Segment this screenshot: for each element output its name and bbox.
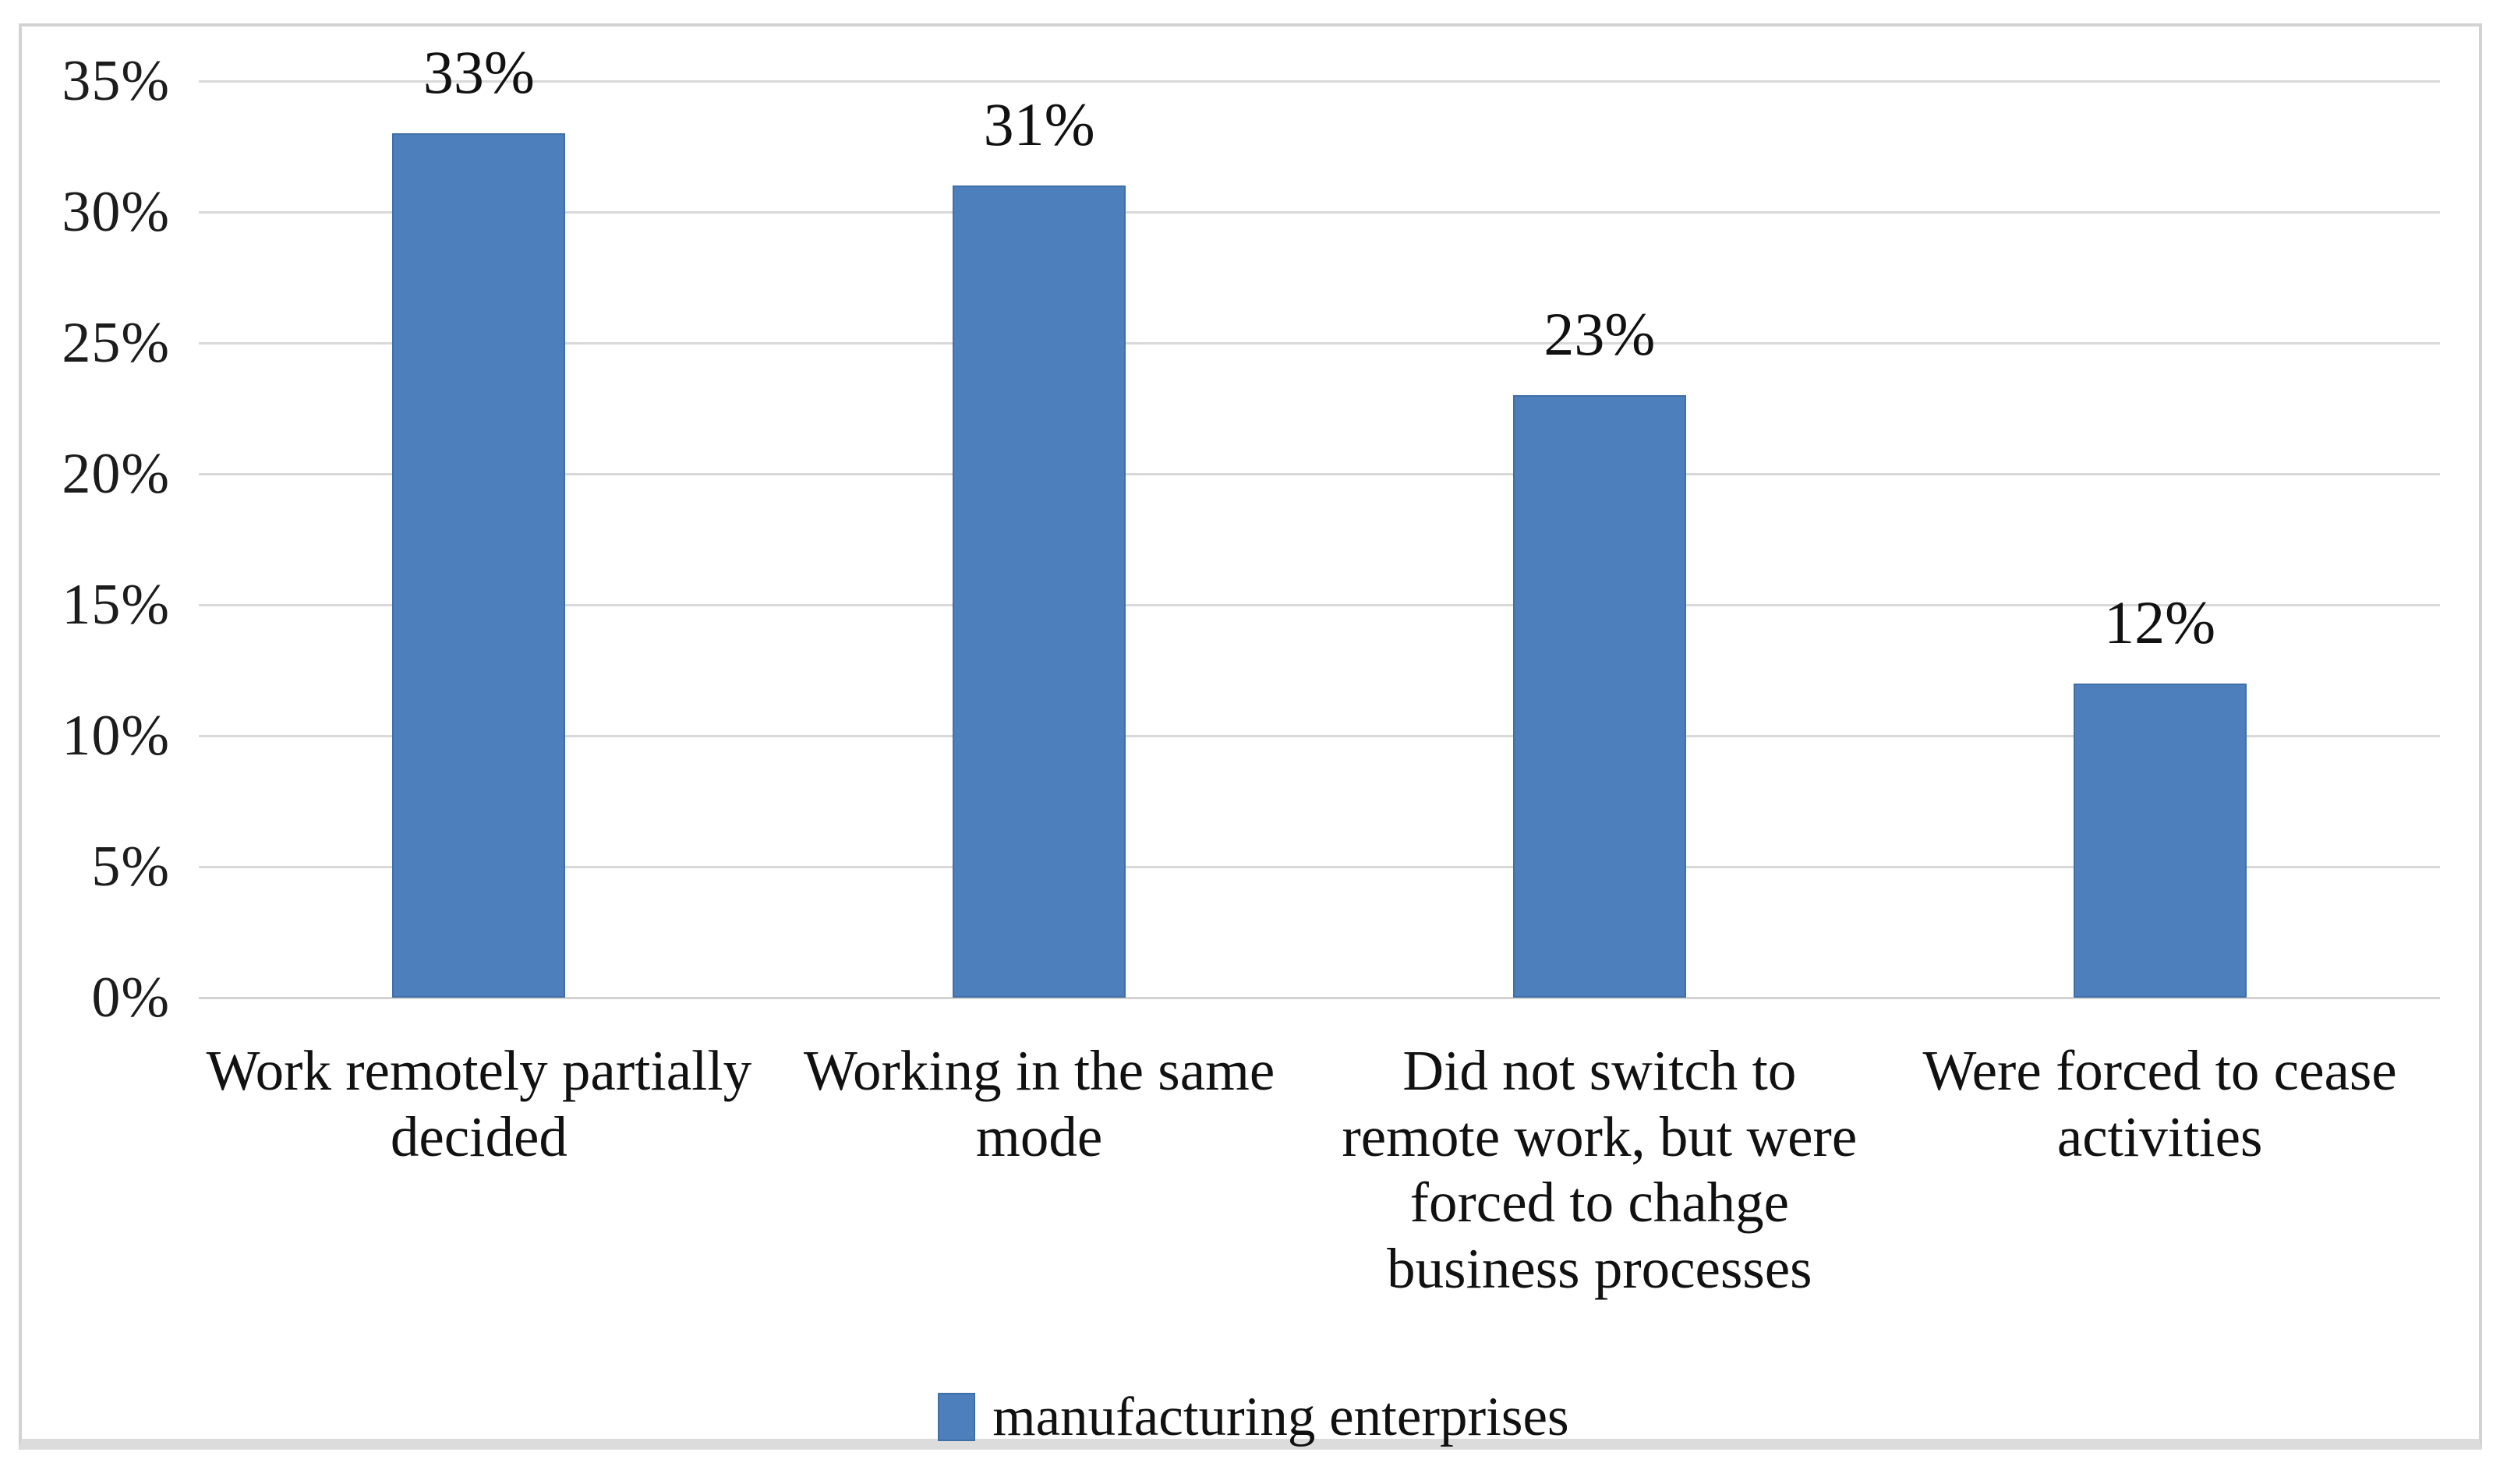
bar bbox=[2073, 683, 2247, 998]
gridline-25% bbox=[199, 342, 2440, 344]
y-tick-label: 35% bbox=[62, 49, 170, 113]
bar bbox=[1512, 395, 1686, 998]
gridline-20% bbox=[199, 473, 2440, 475]
gridline-15% bbox=[199, 604, 2440, 606]
legend: manufacturing enterprises bbox=[0, 1378, 2507, 1456]
gridline-5% bbox=[199, 866, 2440, 868]
y-tick-label: 15% bbox=[62, 573, 170, 637]
gridline-35% bbox=[199, 80, 2440, 83]
legend-marker-manufacturing-enterprises-icon bbox=[938, 1393, 976, 1441]
y-tick-label: 10% bbox=[62, 704, 170, 768]
bar-value-label: 12% bbox=[2104, 588, 2216, 656]
legend-label: manufacturing enterprises bbox=[992, 1386, 1569, 1447]
bar bbox=[392, 133, 566, 998]
gridline-10% bbox=[199, 735, 2440, 737]
bar-value-label: 31% bbox=[983, 90, 1095, 159]
x-category-label: Working in the same mode bbox=[803, 1039, 1275, 1168]
gridline-30% bbox=[199, 211, 2440, 214]
bar bbox=[953, 186, 1126, 998]
x-category-label: Were forced to cease activities bbox=[1922, 1039, 2397, 1168]
bar-value-label: 33% bbox=[423, 38, 535, 107]
x-category-label: Did not switch to remote work, but were … bbox=[1342, 1039, 1858, 1301]
x-category-label: Work remotely partially decided bbox=[206, 1039, 752, 1168]
y-tick-label: 25% bbox=[62, 311, 170, 375]
y-tick-label: 30% bbox=[62, 180, 170, 244]
gridline-0% bbox=[199, 997, 2440, 999]
y-tick-label: 5% bbox=[91, 835, 170, 899]
bar-value-label: 23% bbox=[1543, 300, 1656, 369]
y-tick-label: 0% bbox=[91, 966, 170, 1030]
y-tick-label: 20% bbox=[62, 442, 170, 506]
